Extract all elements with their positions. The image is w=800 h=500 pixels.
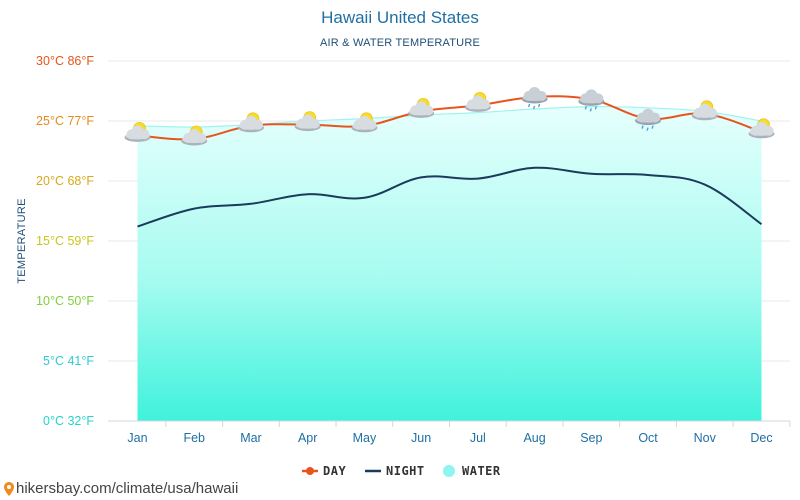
rain-cloud-icon <box>521 87 548 110</box>
x-tick-label: Dec <box>750 431 772 445</box>
partly-cloudy-icon <box>294 111 321 132</box>
x-tick-label: Jan <box>127 431 147 445</box>
location-pin-icon <box>4 481 14 496</box>
partly-cloudy-icon <box>124 121 151 142</box>
y-tick-label: 5°C 41°F <box>43 354 94 368</box>
x-tick-label: Mar <box>240 431 262 445</box>
partly-cloudy-icon <box>181 125 208 146</box>
x-tick-label: May <box>353 431 377 445</box>
y-tick-label: 25°C 77°F <box>36 114 94 128</box>
legend-item-water[interactable]: WATER <box>443 464 501 478</box>
partly-cloudy-icon <box>691 100 718 121</box>
legend-label-night: NIGHT <box>386 464 425 478</box>
chart-subtitle: AIR & WATER TEMPERATURE <box>320 37 480 49</box>
partly-cloudy-icon <box>408 98 435 118</box>
y-tick-label: 10°C 50°F <box>36 294 94 308</box>
y-tick-label: 20°C 68°F <box>36 174 94 188</box>
x-axis-ticks: Jan Feb Mar Apr May Jun Jul Aug Sep Oct Nov Dec <box>109 420 791 445</box>
night-line <box>137 166 763 228</box>
x-tick-label: Sep <box>580 431 602 445</box>
y-tick-label: 15°C 59°F <box>36 234 94 248</box>
y-tick-label: 0°C 32°F <box>43 414 94 428</box>
partly-cloudy-icon <box>464 92 491 112</box>
source-url: hikersbay.com/climate/usa/hawaii <box>16 480 239 497</box>
rain-cloud-icon <box>578 89 605 112</box>
water-area <box>137 106 762 421</box>
y-axis-ticks: 0°C 32°F 5°C 41°F 10°C 50°F 15°C 59°F 20°C 6… <box>36 54 94 428</box>
weather-icons <box>124 87 775 146</box>
x-tick-label: Oct <box>638 431 658 445</box>
rain-cloud-icon <box>635 108 662 131</box>
x-tick-label: Jul <box>470 431 486 445</box>
legend-item-day[interactable]: DAY <box>302 464 346 478</box>
y-tick-label: 30°C 86°F <box>36 54 94 68</box>
chart-title: Hawaii United States <box>321 8 479 27</box>
legend-label-day: DAY <box>323 464 346 478</box>
partly-cloudy-icon <box>237 112 264 133</box>
legend: DAY NIGHT WATER <box>302 464 501 478</box>
legend-item-night[interactable]: NIGHT <box>365 464 425 478</box>
x-tick-label: Feb <box>183 431 205 445</box>
x-tick-label: Aug <box>523 431 545 445</box>
y-axis-label: TEMPERATURE <box>16 198 28 284</box>
legend-label-water: WATER <box>462 464 501 478</box>
x-tick-label: Nov <box>694 431 717 445</box>
x-tick-label: Jun <box>411 431 431 445</box>
partly-cloudy-icon <box>748 118 775 139</box>
water-series <box>137 105 762 421</box>
x-tick-label: Apr <box>298 431 317 445</box>
source-link[interactable]: hikersbay.com/climate/usa/hawaii <box>4 480 238 497</box>
partly-cloudy-icon <box>351 112 378 133</box>
